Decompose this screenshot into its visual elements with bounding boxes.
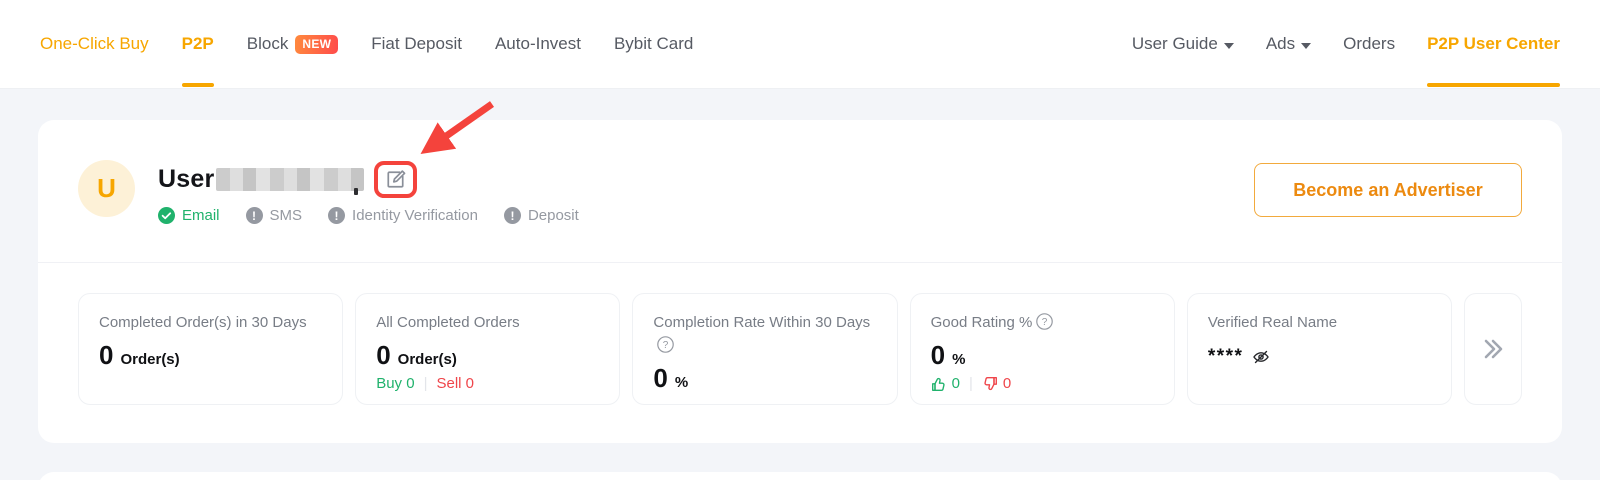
new-badge: NEW	[295, 34, 339, 54]
stat-value: 0	[653, 363, 668, 393]
user-center-card: U User	[38, 120, 1562, 443]
nav-p2p-user-center[interactable]: P2P User Center	[1427, 0, 1560, 88]
verification-sms-label: SMS	[269, 207, 303, 224]
username-row: User	[158, 160, 579, 198]
buy-count: Buy 0	[376, 375, 415, 392]
masked-real-name: ****	[1207, 346, 1244, 367]
nav-fiat-deposit[interactable]: Fiat Deposit	[371, 34, 462, 53]
exclamation-circle-icon: !	[503, 207, 521, 224]
nav-block-label: Block	[246, 34, 289, 53]
stat-title: Verified Real Name	[1207, 314, 1338, 331]
top-nav: One-Click Buy P2P Block NEW Fiat Deposit…	[0, 0, 1600, 89]
nav-ads-label: Ads	[1265, 34, 1296, 53]
nav-ads[interactable]: Ads	[1265, 0, 1312, 88]
stat-card-completed-30d: Completed Order(s) in 30 Days 0 Order(s)	[78, 293, 344, 405]
svg-text:?: ?	[663, 340, 669, 351]
stat-card-good-rating: Good Rating % ? 0 % 0 |	[909, 293, 1175, 405]
thumbs-down-count: 0	[982, 375, 1011, 392]
profile-section: U User	[38, 120, 1562, 262]
stat-title: Completion Rate Within 30 Days ?	[653, 314, 871, 353]
nav-user-guide[interactable]: User Guide	[1132, 0, 1234, 88]
stat-card-verified-name: Verified Real Name ****	[1186, 293, 1453, 405]
stat-value: 0	[99, 340, 114, 370]
svg-text:?: ?	[1042, 317, 1048, 328]
verification-identity-label: Identity Verification	[352, 207, 478, 224]
verification-row: Email ! SMS ! Identity Verification ! De…	[158, 207, 579, 224]
become-advertiser-button[interactable]: Become an Advertiser	[1254, 163, 1522, 217]
nav-user-guide-label: User Guide	[1131, 34, 1218, 53]
chevron-down-icon	[1301, 34, 1312, 54]
nav-bybit-card[interactable]: Bybit Card	[613, 34, 694, 53]
check-circle-icon	[158, 207, 175, 224]
thumbs-up-icon	[931, 377, 945, 391]
divider-pipe: |	[423, 375, 428, 392]
nav-p2p[interactable]: P2P	[181, 0, 214, 88]
nav-orders[interactable]: Orders	[1343, 34, 1396, 53]
stat-value: 0	[376, 340, 391, 370]
nav-left-group: One-Click Buy P2P Block NEW Fiat Deposit…	[40, 0, 693, 88]
thumbs-up-count: 0	[931, 375, 960, 392]
stat-card-all-completed: All Completed Orders 0 Order(s) Buy 0 | …	[355, 293, 621, 405]
divider-pipe: |	[968, 375, 973, 392]
chevron-down-icon	[1223, 34, 1234, 54]
help-icon[interactable]: ?	[657, 336, 675, 353]
redacted-username-blur	[216, 167, 365, 195]
nav-right-group: User Guide Ads Orders P2P User Center	[1132, 0, 1560, 88]
stat-unit: Order(s)	[397, 351, 457, 368]
stat-value: 0	[930, 340, 946, 370]
stats-next-page-button[interactable]	[1464, 293, 1523, 405]
verification-email: Email	[158, 207, 220, 224]
verification-sms: ! SMS	[245, 207, 303, 224]
verification-email-label: Email	[182, 207, 220, 224]
stat-card-completion-rate: Completion Rate Within 30 Days ? 0 %	[632, 293, 898, 405]
stat-title: All Completed Orders	[376, 314, 520, 331]
eye-off-icon[interactable]	[1252, 348, 1270, 366]
stat-unit: %	[952, 351, 966, 368]
help-icon[interactable]: ?	[1036, 313, 1054, 330]
edit-username-icon[interactable]	[385, 169, 406, 190]
next-section-card	[38, 472, 1562, 480]
stat-unit: Order(s)	[120, 351, 180, 368]
sell-count: Sell 0	[436, 375, 475, 392]
username: User	[158, 164, 215, 193]
verification-deposit-label: Deposit	[527, 207, 579, 224]
verification-deposit: ! Deposit	[503, 207, 579, 224]
stats-row: Completed Order(s) in 30 Days 0 Order(s)…	[78, 293, 1523, 405]
thumbs-down-icon	[984, 376, 997, 390]
nav-block[interactable]: Block NEW	[246, 0, 339, 88]
stat-title: Completed Order(s) in 30 Days	[99, 314, 307, 331]
exclamation-circle-icon: !	[245, 207, 263, 224]
section-divider	[38, 262, 1562, 263]
verification-identity: ! Identity Verification	[328, 207, 478, 224]
exclamation-circle-icon: !	[328, 207, 346, 224]
stat-title: Good Rating % ?	[931, 311, 1154, 334]
annotation-highlight-box	[374, 160, 418, 198]
double-chevron-right-icon	[1484, 339, 1503, 359]
stat-unit: %	[674, 374, 689, 391]
nav-one-click-buy[interactable]: One-Click Buy	[40, 34, 149, 53]
nav-auto-invest[interactable]: Auto-Invest	[494, 34, 581, 53]
avatar: U	[78, 160, 135, 217]
